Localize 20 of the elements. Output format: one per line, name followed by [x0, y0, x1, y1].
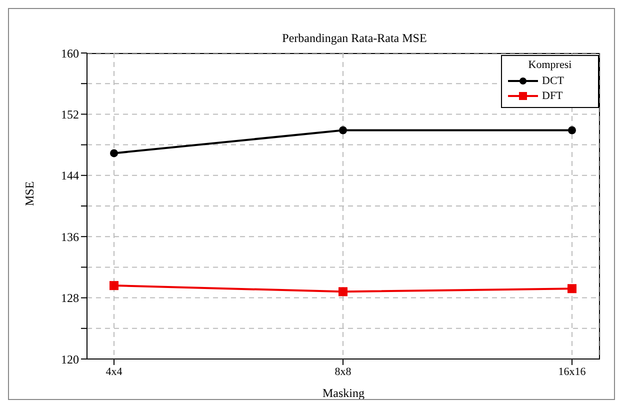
y-tick-label: 160 — [61, 46, 79, 60]
y-tick-label: 144 — [61, 168, 79, 183]
legend-label: DFT — [542, 90, 563, 102]
y-tick-label: 136 — [61, 230, 79, 244]
point — [110, 149, 118, 158]
legend-title: Kompresi — [527, 59, 573, 71]
point — [110, 281, 118, 290]
x-tick-label: 16x16 — [558, 366, 586, 378]
legend-label: DCT — [542, 74, 564, 86]
y-tick-label: 152 — [61, 107, 79, 122]
chart-title: Perbandingan Rata-Rata MSE — [281, 31, 428, 46]
point — [339, 126, 347, 134]
point — [568, 126, 576, 134]
point — [338, 287, 348, 296]
point — [568, 284, 576, 294]
y-axis-title: MSE — [22, 181, 36, 206]
x-tick-label: 4x4 — [106, 366, 123, 378]
y-tick-label: 128 — [61, 291, 79, 306]
x-tick-label: 8x8 — [334, 366, 352, 378]
y-tick-label: 120 — [61, 352, 79, 366]
